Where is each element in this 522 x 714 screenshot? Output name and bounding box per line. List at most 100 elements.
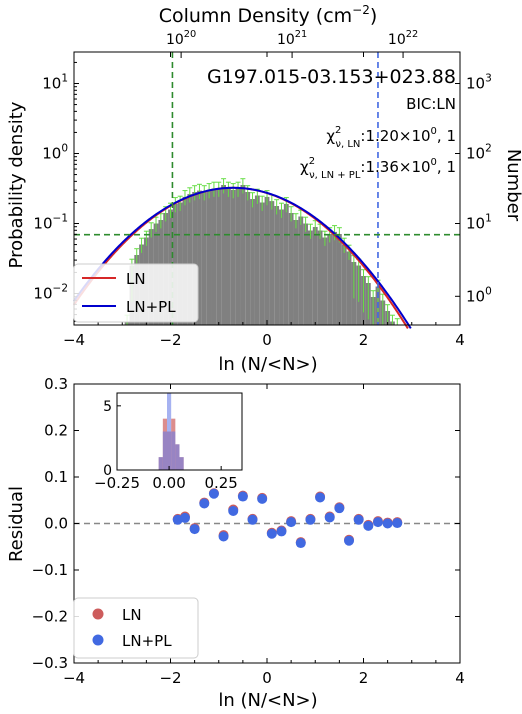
y-tick-label: 10−2 <box>33 283 68 303</box>
histogram-bar <box>346 251 352 325</box>
residual-point-ln-pl <box>363 520 374 531</box>
x-tick-label: 2 <box>359 669 369 687</box>
histogram-bar <box>288 213 294 325</box>
histogram-bar <box>308 230 313 325</box>
residual-legend: LN LN+PL <box>73 597 199 659</box>
inset-bar-lnpl <box>167 393 172 470</box>
pdf-right-ticks: 100 101 102 103 <box>455 73 492 305</box>
histogram-bar <box>245 192 251 325</box>
inset-bar-lnpl <box>175 444 180 470</box>
residual-point-ln-pl <box>324 512 335 523</box>
histogram-bar <box>192 192 198 325</box>
y-tick-label: 10−1 <box>33 213 68 233</box>
inset-y-tick-label: 5 <box>103 399 112 415</box>
histogram-bar <box>327 234 333 325</box>
residual-point-ln-pl <box>199 498 210 509</box>
histogram-bar <box>332 231 337 325</box>
chi-ln-annotation: χ2 ν, LN:1.20×100, 1 <box>326 125 456 150</box>
residual-y-ticks: −0.3 −0.2 −0.1 0.0 0.1 0.2 0.3 <box>32 375 460 672</box>
inset-bar-lnpl <box>179 457 184 470</box>
chi-lnpl-annotation: χ2 ν, LN + PL:1.36×100, 1 <box>300 156 456 181</box>
x-tick-label: 0 <box>262 669 272 687</box>
histogram-bar <box>274 206 280 325</box>
top-tick-label: 1022 <box>388 29 418 48</box>
x-tick-label: −2 <box>159 331 181 349</box>
inset-bar-lnpl <box>158 457 163 470</box>
pdf-title: G197.015-03.153+023.88 <box>207 66 456 88</box>
pdf-x-ticks: −4 −2 0 2 4 <box>63 52 465 349</box>
pdf-y-axis-label: Probability density <box>6 101 27 268</box>
residual-point-ln-pl <box>382 518 393 529</box>
histogram-bar <box>230 189 236 325</box>
residual-panel: −4 −2 0 2 4 −0.3 −0.2 −0.1 0.0 0.1 0.2 0.3 −0.25 0.… <box>6 375 465 711</box>
inset-histogram-bars <box>158 393 184 470</box>
histogram-bar <box>264 196 270 325</box>
residual-point-ln-pl <box>372 517 383 528</box>
residual-inset: −0.25 0.00 0.25 0 5 <box>94 392 243 492</box>
x-tick-label: −4 <box>63 331 85 349</box>
x-tick-label: −2 <box>159 669 181 687</box>
right-tick-label: 100 <box>466 285 492 305</box>
histogram-bar <box>298 216 304 325</box>
histogram-bar <box>312 227 318 325</box>
histogram-bar <box>317 230 323 325</box>
pdf-y-ticks: 10−2 10−1 100 101 <box>33 61 79 322</box>
legend-ln-label-bottom: LN <box>122 606 142 624</box>
histogram-bar <box>216 188 222 325</box>
histogram-bar <box>225 188 231 325</box>
y-tick-label: 0.3 <box>44 375 68 393</box>
pdf-panel: −4 −2 0 2 4 10−2 10−1 100 101 100 101 102 103 1020… <box>6 3 522 375</box>
right-tick-label: 103 <box>466 73 492 93</box>
histogram-bar <box>279 209 284 325</box>
histogram-bar <box>341 244 347 325</box>
inset-x-tick-label: 0.00 <box>152 474 185 492</box>
legend-lnpl-label-bottom: LN+PL <box>122 632 172 650</box>
fit-curve-ln-pl <box>73 186 412 329</box>
y-tick-label: 0.0 <box>44 515 68 533</box>
legend-lnpl-label: LN+PL <box>126 298 176 316</box>
residual-point-ln-pl <box>295 538 306 549</box>
histogram-bar <box>240 185 246 325</box>
pdf-top-ticks: 1020 1021 1022 <box>166 29 418 58</box>
histogram-bar <box>221 185 226 325</box>
inset-x-tick-label: −0.25 <box>94 474 140 492</box>
inset-frame <box>116 392 243 471</box>
reference-lines <box>74 52 460 325</box>
residual-point-ln-pl <box>334 503 345 514</box>
histogram-bar <box>293 220 299 325</box>
y-tick-label: 0.2 <box>44 422 68 440</box>
residual-y-axis-label: Residual <box>6 486 27 562</box>
histogram-bar <box>206 189 212 325</box>
histogram-bar <box>187 194 193 325</box>
x-tick-label: −4 <box>63 669 85 687</box>
y-tick-label: −0.2 <box>32 608 68 626</box>
top-tick-label: 1021 <box>277 29 307 48</box>
y-tick-label: 0.1 <box>44 468 68 486</box>
residual-point-ln-pl <box>228 505 239 516</box>
residual-point-ln-pl <box>315 492 326 503</box>
pdf-legend: LN LN+PL <box>73 263 199 323</box>
histogram-bar <box>250 199 255 325</box>
residual-point-ln-pl <box>305 514 316 525</box>
y-tick-label: −0.1 <box>32 561 68 579</box>
x-tick-label: 4 <box>455 669 465 687</box>
residual-point-ln-pl <box>247 514 258 525</box>
residual-point-ln-pl <box>266 528 277 539</box>
x-tick-label: 0 <box>262 331 272 349</box>
y-tick-label: 101 <box>42 73 68 93</box>
residual-points <box>172 488 403 549</box>
residual-x-axis-label: ln (N/<N>) <box>218 690 317 711</box>
right-tick-label: 101 <box>466 213 492 233</box>
residual-point-ln-pl <box>257 493 268 504</box>
residual-x-ticks: −4 −2 0 2 4 <box>63 384 465 687</box>
column-density-label: Column Density (cm−2) <box>159 3 378 27</box>
histogram-bar <box>254 195 260 325</box>
histogram-bar <box>303 223 309 325</box>
residual-point-ln-pl <box>353 514 364 525</box>
histogram-bar <box>211 188 217 325</box>
residual-point-ln-pl <box>286 517 297 528</box>
right-tick-label: 102 <box>466 143 492 163</box>
histogram-bar <box>197 190 202 325</box>
residual-point-ln-pl <box>218 531 229 542</box>
